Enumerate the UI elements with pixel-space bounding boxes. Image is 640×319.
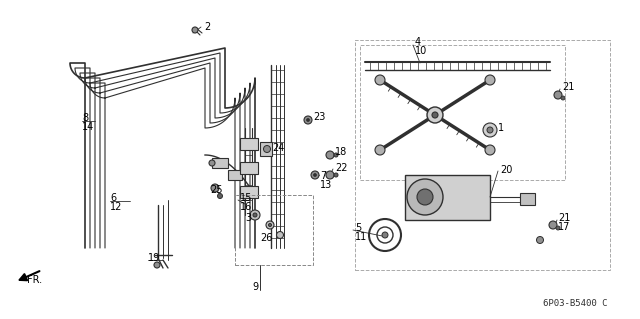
Text: 24: 24 (272, 143, 284, 153)
Text: 22: 22 (335, 163, 348, 173)
Text: 9: 9 (252, 282, 258, 292)
Text: 8: 8 (82, 113, 88, 123)
Circle shape (326, 151, 334, 159)
Bar (260, 142, 272, 156)
Circle shape (485, 75, 495, 85)
Circle shape (192, 27, 198, 33)
Text: 25: 25 (210, 185, 223, 195)
Bar (520, 193, 535, 205)
Circle shape (211, 184, 219, 192)
Bar (212, 158, 228, 168)
Circle shape (311, 171, 319, 179)
Circle shape (326, 171, 334, 179)
Circle shape (375, 145, 385, 155)
Circle shape (264, 145, 271, 152)
Circle shape (269, 224, 271, 226)
Text: 23: 23 (313, 112, 325, 122)
Circle shape (561, 96, 565, 100)
Circle shape (417, 189, 433, 205)
Circle shape (250, 210, 260, 220)
Circle shape (307, 118, 310, 122)
Text: 11: 11 (355, 232, 367, 242)
Text: 5: 5 (355, 223, 361, 233)
Text: 10: 10 (415, 46, 428, 56)
Text: 7: 7 (320, 171, 326, 181)
Text: 26: 26 (260, 233, 273, 243)
Bar (240, 162, 258, 174)
Bar (228, 170, 242, 180)
Text: 15: 15 (240, 193, 252, 203)
Circle shape (556, 226, 560, 230)
Circle shape (549, 221, 557, 229)
Text: 18: 18 (335, 147, 348, 157)
Text: FR.: FR. (27, 275, 42, 285)
Bar (355, 40, 610, 270)
Text: 21: 21 (558, 213, 570, 223)
Circle shape (487, 127, 493, 133)
Text: 4: 4 (415, 37, 421, 47)
Circle shape (334, 153, 338, 157)
Circle shape (427, 107, 443, 123)
Circle shape (253, 213, 257, 217)
Circle shape (334, 173, 338, 177)
Text: 12: 12 (110, 202, 122, 212)
Bar (360, 45, 565, 180)
Bar (240, 186, 258, 198)
Circle shape (375, 75, 385, 85)
Text: 2: 2 (204, 22, 211, 32)
Circle shape (554, 91, 562, 99)
Text: 13: 13 (320, 180, 332, 190)
Circle shape (407, 179, 443, 215)
Circle shape (218, 194, 223, 198)
Bar (240, 138, 258, 150)
Text: 17: 17 (558, 222, 570, 232)
Text: 19: 19 (148, 253, 160, 263)
Text: 20: 20 (500, 165, 513, 175)
Circle shape (276, 232, 284, 239)
Text: 16: 16 (240, 202, 252, 212)
Circle shape (432, 112, 438, 118)
Circle shape (485, 145, 495, 155)
Circle shape (483, 123, 497, 137)
Text: 14: 14 (82, 122, 94, 132)
Bar (235, 195, 313, 265)
Text: 3: 3 (245, 213, 251, 223)
Circle shape (154, 262, 160, 268)
Circle shape (304, 116, 312, 124)
Text: 6P03-B5400 C: 6P03-B5400 C (543, 299, 607, 308)
Circle shape (266, 221, 274, 229)
Text: 21: 21 (562, 82, 574, 92)
Circle shape (314, 174, 317, 176)
Text: 1: 1 (498, 123, 504, 133)
Circle shape (382, 232, 388, 238)
Circle shape (209, 160, 215, 166)
Bar (405, 175, 490, 220)
Text: 6: 6 (110, 193, 116, 203)
Circle shape (536, 236, 543, 243)
